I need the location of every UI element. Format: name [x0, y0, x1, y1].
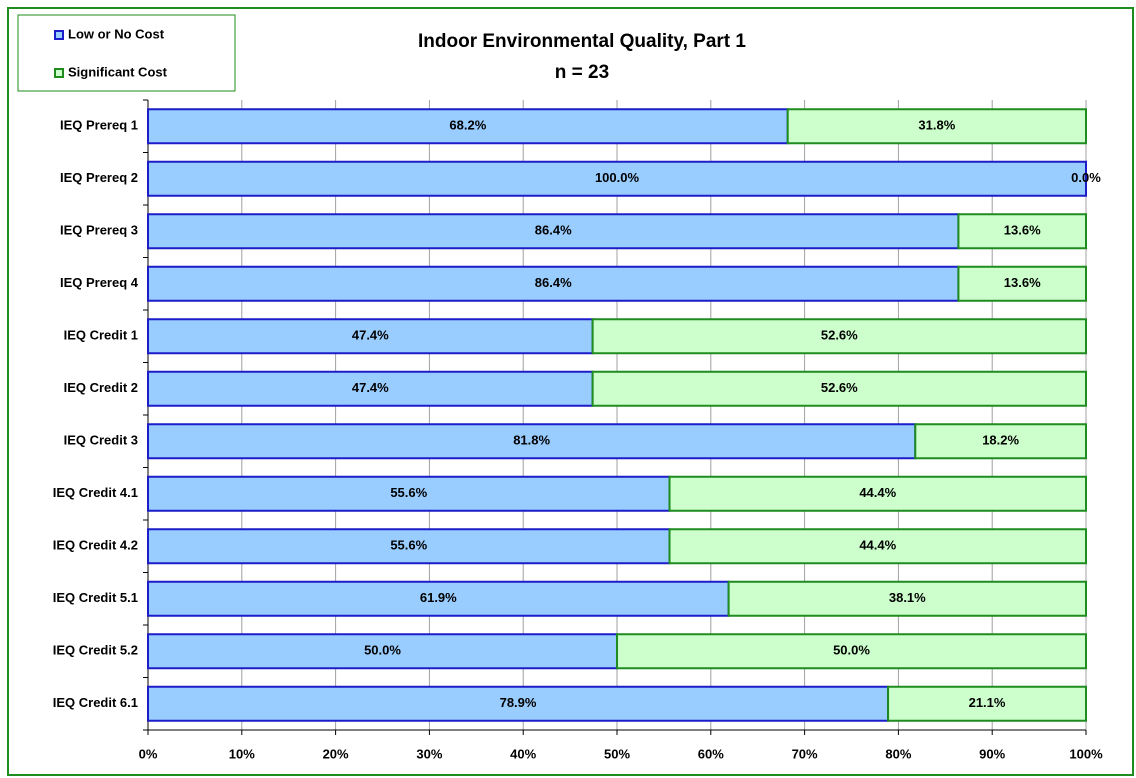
bar-segment	[957, 213, 1088, 250]
bar-segment	[147, 265, 960, 302]
data-label: 47.4%	[352, 380, 389, 395]
x-tick-label: 20%	[323, 746, 349, 761]
bar-segment	[147, 528, 671, 565]
x-tick-label: 30%	[416, 746, 442, 761]
bar-segment	[147, 580, 730, 617]
x-tick-label: 80%	[885, 746, 911, 761]
bar-segment	[147, 213, 960, 250]
bar-segment	[668, 475, 1087, 512]
y-tick-label: IEQ Credit 2	[64, 380, 138, 395]
data-label: 0.0%	[1071, 170, 1101, 185]
data-label: 31.8%	[918, 118, 955, 133]
x-tick-label: 0%	[139, 746, 158, 761]
y-tick-label: IEQ Prereq 1	[60, 118, 138, 133]
data-label: 52.6%	[821, 328, 858, 343]
bar-segment	[147, 160, 1087, 197]
y-tick-label: IEQ Prereq 3	[60, 223, 138, 238]
data-label: 78.9%	[500, 695, 537, 710]
data-label: 81.8%	[513, 433, 550, 448]
bar-segment	[887, 685, 1087, 722]
bar-segment	[786, 108, 1087, 145]
data-label: 21.1%	[969, 695, 1006, 710]
x-tick-label: 90%	[979, 746, 1005, 761]
bar-segment	[147, 423, 917, 460]
legend-label: Low or No Cost	[68, 26, 165, 41]
bar-segment	[591, 318, 1087, 355]
data-label: 18.2%	[982, 433, 1019, 448]
data-label: 86.4%	[535, 275, 572, 290]
data-label: 50.0%	[364, 643, 401, 658]
legend-box	[17, 14, 236, 92]
bar-segment	[668, 528, 1087, 565]
data-label: 38.1%	[889, 590, 926, 605]
bar-segment	[616, 633, 1087, 670]
y-tick-label: IEQ Prereq 4	[60, 275, 139, 290]
bar-segment	[957, 265, 1088, 302]
data-label: 13.6%	[1004, 275, 1041, 290]
data-label: 100.0%	[595, 170, 640, 185]
x-tick-label: 50%	[604, 746, 630, 761]
legend-label: Significant Cost	[68, 64, 168, 79]
y-tick-label: IEQ Credit 4.2	[53, 538, 138, 553]
bar-segment	[147, 370, 594, 407]
x-tick-label: 100%	[1069, 746, 1103, 761]
bar-segment	[147, 318, 594, 355]
y-tick-label: IEQ Credit 5.1	[53, 590, 138, 605]
data-label: 61.9%	[420, 590, 457, 605]
y-tick-label: IEQ Credit 5.2	[53, 643, 138, 658]
data-label: 86.4%	[535, 223, 572, 238]
bar-segment	[914, 423, 1087, 460]
y-tick-label: IEQ Credit 4.1	[53, 485, 138, 500]
y-tick-label: IEQ Credit 6.1	[53, 695, 138, 710]
data-label: 44.4%	[859, 485, 896, 500]
bar-segment	[147, 475, 671, 512]
bar-segment	[727, 580, 1087, 617]
data-label: 47.4%	[352, 328, 389, 343]
legend-swatch	[54, 30, 64, 40]
x-tick-label: 60%	[698, 746, 724, 761]
data-label: 44.4%	[859, 538, 896, 553]
data-label: 68.2%	[449, 118, 486, 133]
bar-segment	[591, 370, 1087, 407]
y-tick-label: IEQ Credit 3	[64, 433, 138, 448]
legend-swatch	[54, 68, 64, 78]
data-label: 13.6%	[1004, 223, 1041, 238]
chart-subtitle: n = 23	[555, 62, 609, 83]
chart-title: Indoor Environmental Quality, Part 1	[418, 31, 746, 52]
x-tick-label: 10%	[229, 746, 255, 761]
data-label: 55.6%	[390, 538, 427, 553]
y-tick-label: IEQ Prereq 2	[60, 170, 138, 185]
y-tick-label: IEQ Credit 1	[64, 328, 138, 343]
bar-segment	[147, 685, 890, 722]
x-tick-label: 40%	[510, 746, 536, 761]
x-tick-label: 70%	[792, 746, 818, 761]
bar-segment	[147, 108, 789, 145]
data-label: 55.6%	[390, 485, 427, 500]
data-label: 52.6%	[821, 380, 858, 395]
data-label: 50.0%	[833, 643, 870, 658]
